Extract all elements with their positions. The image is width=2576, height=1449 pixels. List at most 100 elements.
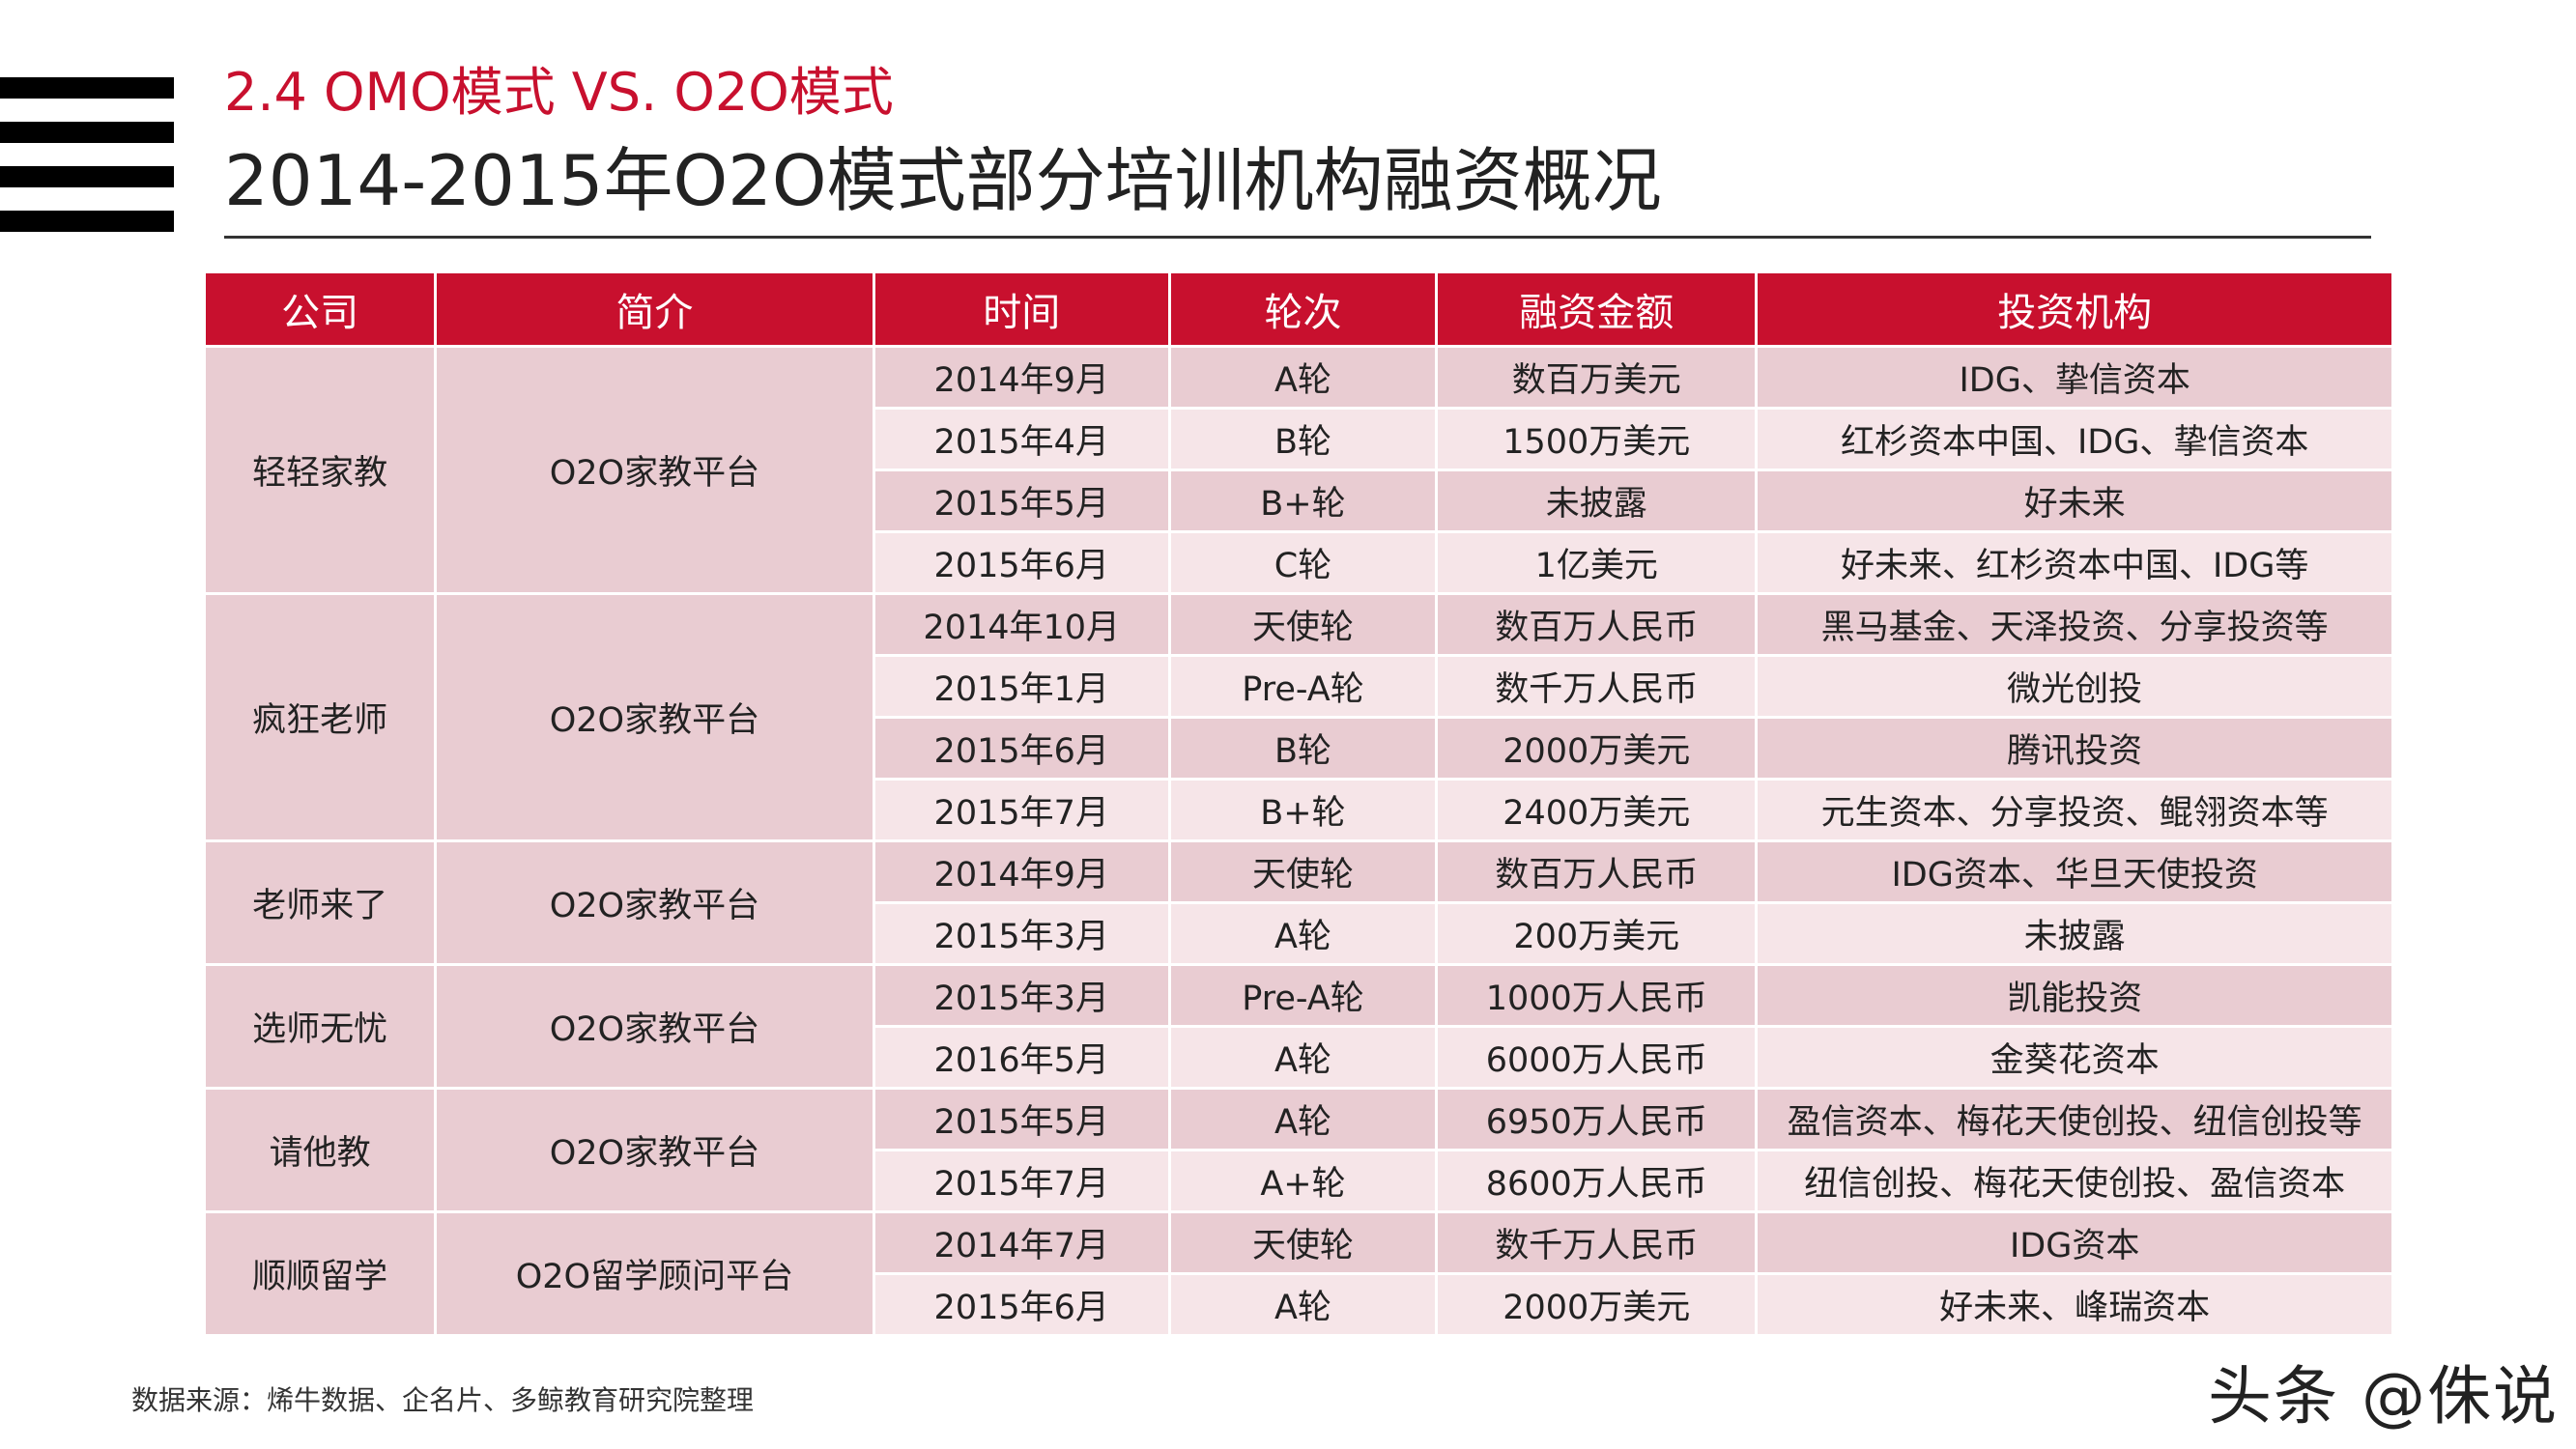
round-cell: Pre-A轮 [1170,966,1436,1025]
investors-cell: 微光创投 [1758,657,2391,716]
amount-cell: 1500万美元 [1438,410,1756,469]
round-cell: B轮 [1170,410,1436,469]
intro-cell: O2O留学顾问平台 [437,1213,873,1334]
stripe [0,211,174,232]
company-cell: 选师无忧 [206,966,435,1087]
time-cell: 2015年7月 [874,781,1168,839]
amount-cell: 数百万人民币 [1438,842,1756,901]
investors-cell: 金葵花资本 [1758,1028,2391,1087]
investors-cell: IDG资本、华旦天使投资 [1758,842,2391,901]
intro-cell: O2O家教平台 [437,966,873,1087]
table-body: 轻轻家教 O2O家教平台 2014年9月 A轮 数百万美元 IDG、挚信资本 2015年4月… [206,348,2391,1334]
intro-cell: O2O家教平台 [437,1090,873,1210]
column-header-intro: 简介 [437,273,873,345]
column-header-amount: 融资金额 [1438,273,1756,345]
round-cell: A轮 [1170,904,1436,963]
time-cell: 2015年6月 [874,533,1168,592]
table-row: 选师无忧 O2O家教平台 2015年3月 Pre-A轮 1000万人民币 凯能投资 [206,966,2391,1087]
page-title: 2014-2015年O2O模式部分培训机构融资概况 [224,140,1662,221]
title-divider [224,236,2371,239]
time-cell: 2015年1月 [874,657,1168,716]
time-cell: 2016年5月 [874,1028,1168,1087]
time-cell: 2015年4月 [874,410,1168,469]
table-row: 老师来了 O2O家教平台 2014年9月 天使轮 数百万人民币 IDG资本、华旦天使投资 [206,842,2391,963]
round-cell: A轮 [1170,1275,1436,1334]
time-cell: 2014年7月 [874,1213,1168,1272]
table-header-row: 公司 简介 时间 轮次 融资金额 投资机构 [206,273,2391,345]
round-cell: B+轮 [1170,471,1436,530]
amount-cell: 2000万美元 [1438,1275,1756,1334]
amount-cell: 未披露 [1438,471,1756,530]
amount-cell: 数千万人民币 [1438,1213,1756,1272]
funding-table: 公司 简介 时间 轮次 融资金额 投资机构 轻轻家教 O2O家教平台 2014年9月… [203,270,2394,1337]
round-cell: A+轮 [1170,1151,1436,1210]
investors-cell: 纽信创投、梅花天使创投、盈信资本 [1758,1151,2391,1210]
round-cell: C轮 [1170,533,1436,592]
table-row: 2015年6月 B轮 2000万美元 腾讯投资 [206,719,2391,778]
amount-cell: 200万美元 [1438,904,1756,963]
time-cell: 2015年6月 [874,1275,1168,1334]
round-cell: 天使轮 [1170,595,1436,654]
column-header-company: 公司 [206,273,435,345]
column-header-time: 时间 [874,273,1168,345]
time-cell: 2014年9月 [874,348,1168,407]
round-cell: A轮 [1170,1028,1436,1087]
data-source-note: 数据来源：烯牛数据、企名片、多鲸教育研究院整理 [131,1384,755,1416]
company-cell: 疯狂老师 [206,595,435,839]
table-row: 2015年7月 A+轮 8600万人民币 纽信创投、梅花天使创投、盈信资本 [206,1151,2391,1210]
investors-cell: 红杉资本中国、IDG、挚信资本 [1758,410,2391,469]
time-cell: 2015年6月 [874,719,1168,778]
round-cell: A轮 [1170,348,1436,407]
amount-cell: 2400万美元 [1438,781,1756,839]
company-cell: 顺顺留学 [206,1213,435,1334]
amount-cell: 数百万美元 [1438,348,1756,407]
investors-cell: 盈信资本、梅花天使创投、纽信创投等 [1758,1090,2391,1149]
table-row: 2015年5月 B+轮 未披露 好未来 [206,471,2391,530]
investors-cell: 黑马基金、天泽投资、分享投资等 [1758,595,2391,654]
intro-cell: O2O家教平台 [437,842,873,963]
time-cell: 2015年5月 [874,471,1168,530]
amount-cell: 6000万人民币 [1438,1028,1756,1087]
amount-cell: 8600万人民币 [1438,1151,1756,1210]
investors-cell: 腾讯投资 [1758,719,2391,778]
amount-cell: 1亿美元 [1438,533,1756,592]
table-row: 2016年5月 A轮 6000万人民币 金葵花资本 [206,1028,2391,1087]
company-cell: 轻轻家教 [206,348,435,592]
investors-cell: IDG资本 [1758,1213,2391,1272]
section-subtitle: 2.4 OMO模式 VS. O2O模式 [224,62,894,123]
table-row: 顺顺留学 O2O留学顾问平台 2014年7月 天使轮 数千万人民币 IDG资本 [206,1213,2391,1334]
round-cell: A轮 [1170,1090,1436,1149]
stripe [0,122,174,143]
investors-cell: IDG、挚信资本 [1758,348,2391,407]
amount-cell: 数百万人民币 [1438,595,1756,654]
table-row: 2015年4月 B轮 1500万美元 红杉资本中国、IDG、挚信资本 [206,410,2391,469]
table-row: 请他教 O2O家教平台 2015年5月 A轮 6950万人民币 盈信资本、梅花天使创投、纽… [206,1090,2391,1210]
investors-cell: 凯能投资 [1758,966,2391,1025]
round-cell: 天使轮 [1170,1213,1436,1272]
intro-cell: O2O家教平台 [437,595,873,839]
investors-cell: 元生资本、分享投资、鲲翎资本等 [1758,781,2391,839]
investors-cell: 好未来、红杉资本中国、IDG等 [1758,533,2391,592]
time-cell: 2015年3月 [874,966,1168,1025]
round-cell: Pre-A轮 [1170,657,1436,716]
round-cell: 天使轮 [1170,842,1436,901]
intro-cell: O2O家教平台 [437,348,873,592]
amount-cell: 1000万人民币 [1438,966,1756,1025]
time-cell: 2015年5月 [874,1090,1168,1149]
amount-cell: 2000万美元 [1438,719,1756,778]
watermark: 头条 @侏说 [2208,1359,2559,1434]
table-row: 2015年7月 B+轮 2400万美元 元生资本、分享投资、鲲翎资本等 [206,781,2391,839]
table-row: 2015年6月 C轮 1亿美元 好未来、红杉资本中国、IDG等 [206,533,2391,592]
investors-cell: 好未来、峰瑞资本 [1758,1275,2391,1334]
time-cell: 2015年7月 [874,1151,1168,1210]
stripe [0,166,174,187]
investors-cell: 好未来 [1758,471,2391,530]
investors-cell: 未披露 [1758,904,2391,963]
table-row: 2015年6月 A轮 2000万美元 好未来、峰瑞资本 [206,1275,2391,1334]
table-row: 2015年1月 Pre-A轮 数千万人民币 微光创投 [206,657,2391,716]
time-cell: 2015年3月 [874,904,1168,963]
stripe [0,77,174,99]
table-row: 2015年3月 A轮 200万美元 未披露 [206,904,2391,963]
amount-cell: 数千万人民币 [1438,657,1756,716]
table-row: 轻轻家教 O2O家教平台 2014年9月 A轮 数百万美元 IDG、挚信资本 [206,348,2391,592]
